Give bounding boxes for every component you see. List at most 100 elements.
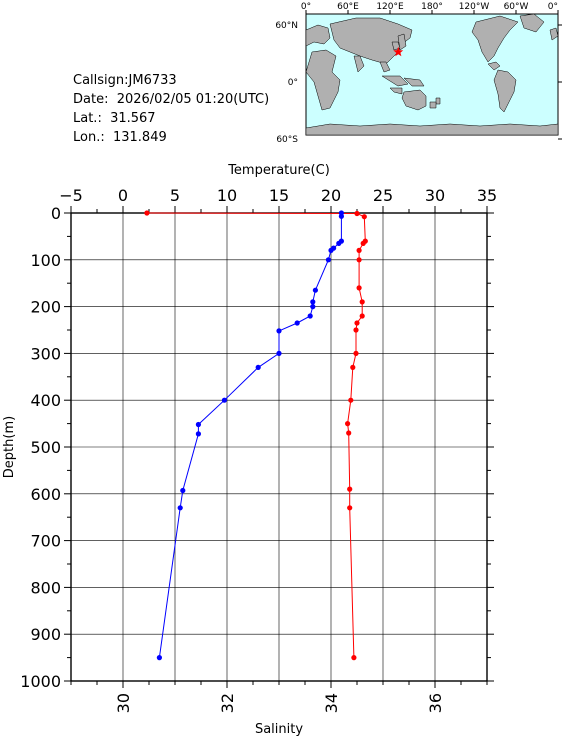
temperature-series: [144, 210, 368, 661]
salinity-point: [310, 299, 316, 305]
map-lon-ticks: [305, 10, 562, 140]
temperature-point: [356, 247, 362, 253]
land-shape: [305, 49, 341, 111]
salinity-point: [195, 421, 201, 428]
land-shape: [329, 17, 413, 65]
salinity-point: [307, 313, 313, 319]
callsign-text: Callsign:JM6733: [73, 73, 177, 88]
temperature-point: [345, 421, 351, 427]
temperature-tick-label: 35: [477, 186, 497, 205]
salinity-tick-label: 30: [114, 693, 133, 713]
land-shape: [549, 27, 559, 41]
land-shape: [305, 24, 331, 47]
map-station-marker: [393, 46, 404, 57]
land-masses: [305, 13, 559, 136]
map-top-label: 0°: [301, 2, 311, 12]
map-top-label: 0°: [548, 2, 558, 12]
temperature-point: [144, 210, 150, 216]
salinity-tick-label: 34: [322, 693, 341, 713]
temperature-tick-label: 5: [170, 186, 180, 205]
depth-tick-label: 200: [30, 298, 61, 317]
land-shape: [429, 101, 437, 109]
latitude-text: Lat.: 31.567: [73, 111, 156, 126]
data-series: [144, 210, 368, 661]
map-top-label: 60°E: [337, 2, 359, 12]
salinity-point: [180, 487, 186, 494]
depth-axis-label: Depth(m): [2, 416, 17, 478]
depth-axis: 0 100 200 300 400 500 600 700 800 900 1000: [20, 204, 494, 691]
temperature-tick-label: 20: [321, 186, 341, 205]
temperature-point: [350, 364, 356, 370]
temperature-point: [347, 486, 353, 492]
land-shape: [379, 61, 391, 73]
longitude-text: Lon.: 131.849: [73, 130, 167, 145]
salinity-axis-label: Salinity: [255, 722, 303, 736]
salinity-point: [177, 505, 183, 511]
depth-tick-label: 300: [30, 344, 61, 363]
salinity-point: [195, 431, 201, 437]
temperature-axis: −5 0 5 10 15 20 25 30 35: [59, 186, 497, 213]
temperature-tick-label: −5: [59, 186, 83, 205]
salinity-tick-label: 32: [218, 693, 237, 713]
land-shape: [381, 75, 409, 87]
salinity-point: [221, 397, 227, 403]
salinity-point: [336, 240, 342, 246]
salinity-point: [156, 655, 162, 661]
salinity-point: [310, 304, 316, 310]
temperature-point: [361, 214, 367, 220]
map-top-label: 120°E: [376, 2, 404, 12]
temperature-point: [359, 313, 365, 319]
map-left-label: 60°N: [275, 21, 298, 31]
salinity-point: [276, 328, 282, 334]
land-shape: [403, 77, 425, 87]
salinity-line: [158, 213, 342, 658]
station-info: Callsign:JM6733 Date: 2026/02/05 01:20(U…: [73, 71, 269, 147]
temperature-point: [347, 505, 353, 511]
temperature-point: [354, 320, 360, 326]
salinity-series: [156, 210, 344, 661]
temperature-tick-label: 0: [118, 186, 128, 205]
map-left-label: 0°: [288, 78, 298, 88]
temperature-point: [356, 257, 362, 263]
salinity-point: [338, 213, 344, 219]
depth-tick-label: 400: [30, 391, 61, 410]
chart-grid: [71, 213, 488, 681]
land-shape: [305, 123, 559, 136]
land-shape: [389, 87, 403, 95]
temperature-point: [353, 327, 359, 333]
temperature-line: [146, 212, 366, 658]
land-shape: [471, 15, 519, 63]
map-top-label: 180°: [421, 2, 443, 12]
salinity-point: [294, 320, 300, 326]
temperature-point: [351, 655, 357, 661]
temperature-axis-label: Temperature(C): [227, 163, 330, 178]
salinity-point: [325, 257, 331, 263]
temperature-tick-label: 10: [217, 186, 237, 205]
depth-tick-label: 1000: [20, 672, 61, 691]
map-left-labels: 60°N 0° 60°S: [275, 21, 298, 145]
salinity-point: [312, 287, 318, 293]
temperature-point: [353, 350, 359, 356]
temperature-tick-label: 25: [373, 186, 393, 205]
depth-tick-label: 0: [51, 204, 61, 223]
location-map: 0° 60°E 120°E 180° 120°W 60°W 0° 60°N0°60°S: [275, 2, 562, 145]
depth-tick-label: 700: [30, 532, 61, 551]
map-left-label: 60°S: [276, 135, 298, 145]
depth-tick-label: 100: [30, 251, 61, 270]
land-shape: [487, 61, 501, 71]
salinity-axis: 30 32 34 36: [70, 681, 488, 713]
date-text: Date: 2026/02/05 01:20(UTC): [73, 92, 270, 107]
depth-tick-label: 900: [30, 625, 61, 644]
temperature-point: [360, 240, 366, 246]
depth-tick-label: 500: [30, 438, 61, 457]
depth-tick-label: 600: [30, 485, 61, 504]
temperature-point: [359, 299, 365, 305]
land-shape: [519, 13, 545, 33]
salinity-tick-label: 36: [426, 693, 445, 713]
salinity-point: [255, 364, 261, 370]
map-top-label: 120°W: [459, 2, 490, 12]
temperature-tick-label: 30: [425, 186, 445, 205]
land-shape: [401, 89, 427, 111]
temperature-point: [356, 285, 362, 291]
